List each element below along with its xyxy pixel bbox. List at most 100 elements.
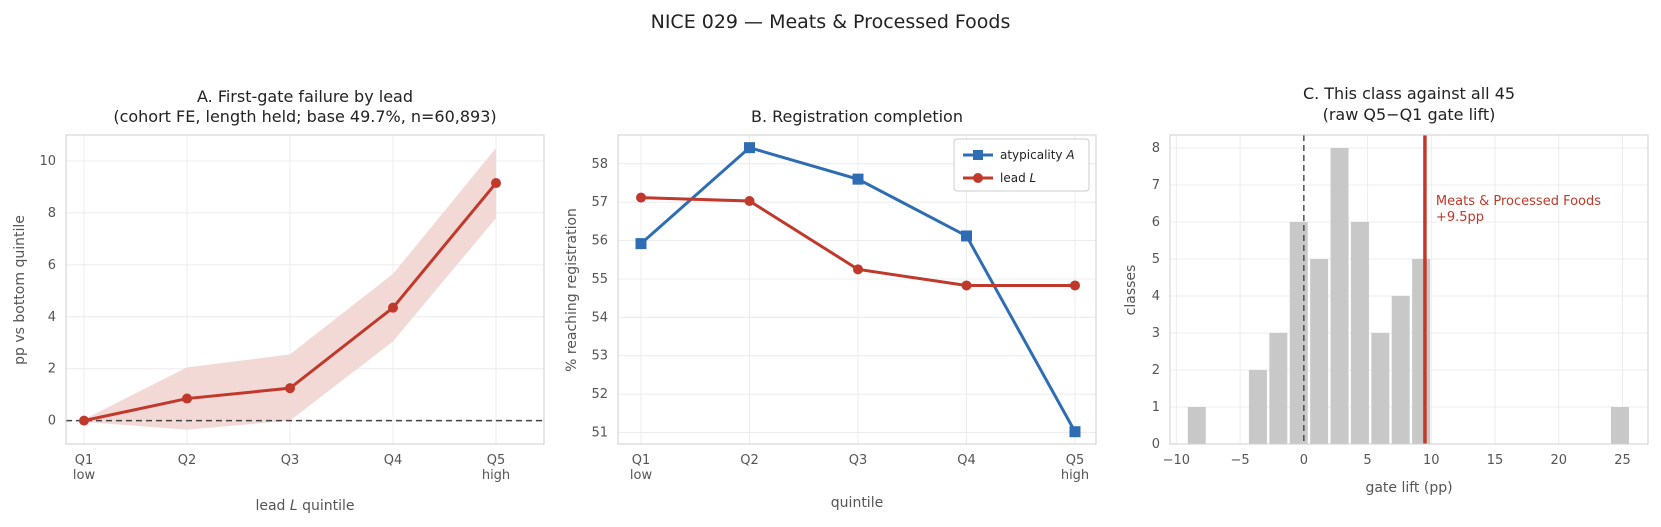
legend-lead-prefix: lead [1000, 171, 1030, 185]
histogram-bar [1610, 406, 1629, 444]
panel-b-xlabel: quintile [831, 495, 883, 511]
x-tick-label: 5 [1363, 453, 1371, 468]
data-point-circle [636, 192, 646, 203]
histogram-bar [1330, 147, 1349, 445]
data-point [182, 393, 192, 404]
panel-a-xlabel-prefix: lead [255, 498, 289, 514]
data-point [79, 415, 89, 426]
x-tick-label: Q5 [1066, 453, 1085, 468]
y-tick-label: 8 [1152, 141, 1160, 156]
x-tick-sublabel: low [73, 468, 96, 483]
data-point-square [635, 238, 647, 250]
panel-c-title-line1: C. This class against all 45 [1303, 84, 1515, 103]
y-tick-label: 58 [591, 157, 608, 172]
x-tick-label: −5 [1231, 453, 1250, 468]
panel-a-title-line2: (cohort FE, length held; base 49.7%, n=6… [113, 107, 496, 126]
histogram-bar [1371, 332, 1390, 444]
y-tick-label: 0 [48, 414, 56, 429]
data-point [491, 178, 501, 189]
legend-marker-circle-icon [973, 173, 983, 183]
panel-b-series [635, 142, 1081, 438]
y-tick-label: 51 [591, 425, 608, 440]
x-tick-label: Q2 [740, 453, 759, 468]
histogram-bar [1269, 332, 1288, 444]
histogram-bar [1310, 258, 1329, 444]
data-point-circle [853, 264, 863, 275]
x-tick-label: 20 [1550, 453, 1567, 468]
figure-suptitle: NICE 029 — Meats & Processed Foods [651, 11, 1011, 33]
data-point-square [961, 230, 972, 242]
x-tick-label: Q5 [487, 453, 506, 468]
legend-lead-var: L [1030, 171, 1037, 185]
data-point-square [852, 173, 864, 185]
panel-a-frame [65, 134, 545, 445]
x-tick-label: Q3 [849, 453, 868, 468]
ci-band-area [84, 147, 496, 430]
panel-b-title: B. Registration completion [751, 107, 963, 126]
panel-a-xlabel-suffix: quintile [298, 498, 355, 514]
x-tick-sublabel: low [630, 468, 653, 483]
panel-b-frame [617, 134, 1097, 445]
highlight-label-name: Meats & Processed Foods [1436, 194, 1601, 209]
x-tick-sublabel: high [482, 468, 510, 483]
x-tick-label: −10 [1163, 453, 1190, 468]
y-tick-label: 2 [48, 362, 56, 377]
panel-c-title-line2: (raw Q5−Q1 gate lift) [1323, 105, 1496, 124]
data-point-circle [1070, 280, 1080, 291]
histogram-bar [1391, 295, 1410, 444]
panel-a-title-line1: A. First-gate failure by lead [197, 87, 413, 106]
y-tick-label: 55 [591, 272, 608, 287]
histogram-bar [1187, 406, 1206, 444]
y-tick-label: 57 [591, 195, 608, 210]
data-point [388, 302, 398, 313]
panel-a-xlabel-var: L [290, 498, 298, 514]
y-tick-label: 0 [1152, 437, 1160, 452]
legend-atypicality-prefix: atypicality [1000, 148, 1066, 162]
histogram-bar [1350, 221, 1369, 444]
data-point-circle [961, 280, 972, 291]
data-point [285, 383, 295, 394]
y-tick-label: 53 [591, 349, 608, 364]
y-tick-label: 2 [1152, 363, 1160, 378]
legend-label-lead: lead L [1000, 171, 1036, 185]
y-tick-label: 56 [591, 234, 608, 249]
panel-c-y-ticks: 0 1 2 3 4 5 6 7 8 [1152, 141, 1160, 452]
panel-c-reference [1303, 135, 1427, 444]
panel-c-ylabel: classes [1123, 265, 1139, 316]
panel-c-x-ticks: −10 −5 0 5 10 15 20 25 [1163, 453, 1631, 468]
panel-c-class-comparison: 0 1 2 3 4 5 6 7 8 −10 −5 0 5 10 15 20 25 C. This class … [1123, 84, 1649, 496]
data-point-square [744, 142, 755, 154]
highlight-label-value: +9.5pp [1436, 210, 1484, 225]
panel-c-xlabel: gate lift (pp) [1365, 480, 1452, 496]
x-tick-label: Q1 [632, 453, 651, 468]
legend-atypicality-var: A [1065, 148, 1074, 162]
panel-b-y-ticks: 51 52 53 54 55 56 57 58 [591, 157, 608, 441]
histogram-bar [1248, 369, 1267, 444]
histogram-bar [1289, 221, 1308, 444]
y-tick-label: 54 [591, 310, 608, 325]
x-tick-label: 15 [1487, 453, 1504, 468]
y-tick-label: 8 [48, 206, 56, 221]
panel-a-xlabel: lead L quintile [255, 498, 354, 514]
panel-b-ylabel: % reaching registration [564, 208, 580, 372]
y-tick-label: 1 [1152, 400, 1160, 415]
panel-a-ci-band [84, 147, 496, 430]
legend-marker-square-icon [973, 150, 983, 160]
y-tick-label: 3 [1152, 326, 1160, 341]
panel-a-ylabel: pp vs bottom quintile [12, 215, 28, 365]
y-tick-label: 6 [48, 258, 56, 273]
y-tick-label: 10 [39, 154, 56, 169]
data-point-circle [744, 196, 755, 207]
y-tick-label: 52 [591, 387, 608, 402]
x-tick-label: Q3 [281, 453, 300, 468]
panel-c-frame [1169, 134, 1649, 445]
histogram-bar [1412, 258, 1431, 444]
panel-b-legend: atypicality A lead L [953, 138, 1090, 192]
y-tick-label: 7 [1152, 178, 1160, 193]
x-tick-label: Q4 [384, 453, 403, 468]
x-tick-label: Q1 [75, 453, 94, 468]
